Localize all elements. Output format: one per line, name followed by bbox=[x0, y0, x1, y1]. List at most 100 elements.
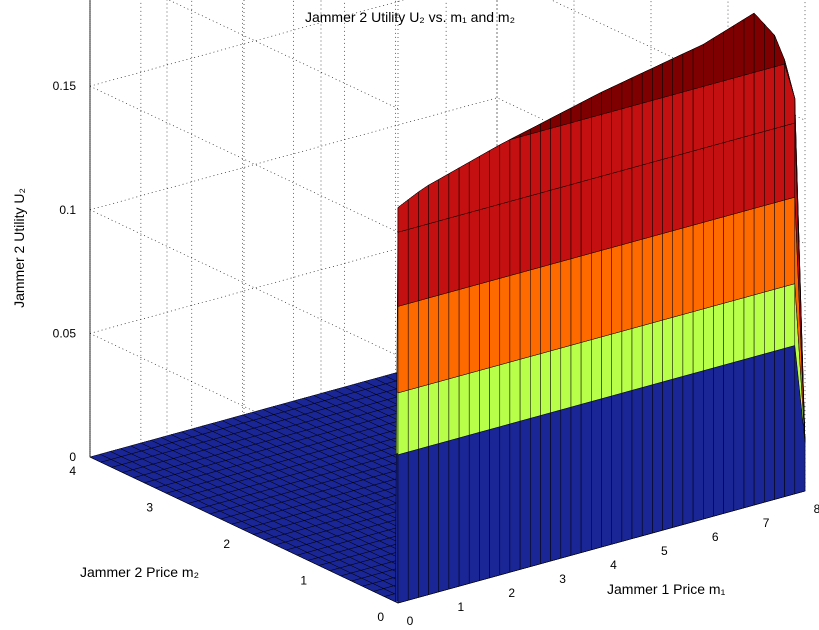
surface-cell bbox=[723, 25, 735, 82]
y-gridline bbox=[320, 0, 729, 567]
surface-cell bbox=[784, 122, 796, 201]
surface-cell bbox=[397, 451, 409, 604]
surface-cell bbox=[560, 184, 572, 262]
z-gridline bbox=[168, 0, 399, 109]
utility-surface bbox=[89, 12, 806, 604]
surface-cell bbox=[703, 37, 714, 87]
z-tick-label: 0.05 bbox=[53, 326, 77, 340]
surface-cell bbox=[519, 418, 531, 570]
surface-cell bbox=[692, 370, 704, 523]
surface-cell bbox=[448, 437, 460, 590]
z-gridline bbox=[89, 0, 806, 121]
surface-cell bbox=[672, 314, 684, 380]
x-tick-label: 1 bbox=[458, 600, 465, 614]
surface-cell bbox=[570, 342, 582, 408]
surface-cell bbox=[540, 189, 551, 268]
surface-cell bbox=[428, 294, 439, 385]
surface-cell bbox=[601, 333, 612, 399]
chart-title: Jammer 2 Utility U₂ vs. m₁ and m₂ bbox=[305, 9, 515, 25]
surface-cell bbox=[519, 133, 531, 199]
surface-cell bbox=[774, 286, 785, 352]
surface-cell bbox=[601, 395, 612, 548]
surface-cell bbox=[672, 153, 684, 232]
surface-cell bbox=[621, 167, 633, 246]
surface-cell bbox=[397, 229, 409, 307]
surface-cell bbox=[764, 350, 775, 503]
surface-cell bbox=[672, 53, 684, 96]
z-tick-label: 0 bbox=[69, 450, 76, 464]
surface-cell bbox=[479, 429, 490, 581]
surface-cell bbox=[438, 217, 450, 296]
surface-cell bbox=[713, 80, 724, 146]
surface-cell bbox=[509, 198, 521, 276]
surface-cell bbox=[631, 164, 643, 243]
surface-cell bbox=[611, 170, 623, 248]
surface-cell bbox=[652, 63, 663, 101]
surface-cell bbox=[733, 210, 745, 301]
surface-cell bbox=[784, 59, 796, 99]
x-tick-label: 7 bbox=[763, 516, 770, 530]
surface-cell bbox=[407, 226, 419, 304]
surface-cell bbox=[468, 432, 480, 584]
surface-cell bbox=[580, 339, 592, 405]
surface-cell bbox=[692, 222, 704, 312]
surface-cell bbox=[631, 72, 643, 107]
surface-cell bbox=[591, 114, 602, 180]
surface-cell bbox=[428, 443, 439, 595]
surface-cell bbox=[489, 364, 501, 430]
surface-cell bbox=[407, 387, 419, 453]
surface-cell bbox=[509, 136, 521, 202]
surface-cell bbox=[652, 319, 663, 385]
surface-cell bbox=[540, 128, 551, 194]
surface-cell bbox=[703, 83, 714, 149]
surface-cell bbox=[479, 206, 490, 285]
surface-cell bbox=[509, 359, 521, 425]
surface-cell bbox=[652, 381, 663, 534]
surface-cell bbox=[580, 97, 592, 121]
z-axis-label: Jammer 2 Utility U₂ bbox=[11, 188, 27, 308]
surface-cell bbox=[743, 72, 755, 138]
surface-cell bbox=[764, 202, 775, 293]
surface-cell bbox=[692, 308, 704, 374]
surface-cell bbox=[407, 191, 419, 230]
surface-cell bbox=[631, 238, 643, 329]
surface-cell bbox=[479, 150, 490, 211]
surface-cell bbox=[499, 423, 511, 576]
surface-cell bbox=[540, 412, 551, 565]
surface-cell bbox=[489, 278, 501, 368]
surface-cell bbox=[631, 387, 643, 539]
surface-cell bbox=[743, 133, 755, 212]
surface-cell bbox=[703, 367, 714, 520]
surface-cell bbox=[499, 201, 511, 279]
surface-cell bbox=[794, 98, 806, 442]
surface-cell bbox=[733, 297, 745, 363]
surface-cell bbox=[621, 105, 633, 171]
surface-cell bbox=[519, 356, 531, 422]
surface-cell bbox=[733, 136, 745, 215]
surface-cell bbox=[519, 269, 531, 360]
surface-cell bbox=[560, 406, 572, 559]
surface-cell bbox=[672, 91, 684, 157]
surface-cell bbox=[601, 247, 612, 338]
surface-cell bbox=[621, 241, 633, 332]
surface-cell bbox=[713, 31, 724, 84]
surface-cell bbox=[723, 139, 735, 218]
surface-cell bbox=[692, 86, 704, 152]
surface-cell bbox=[438, 378, 450, 444]
surface-cell bbox=[448, 375, 460, 441]
surface-cell bbox=[550, 125, 562, 191]
surface-cell bbox=[652, 233, 663, 324]
x-axis-label: Jammer 1 Price m₁ bbox=[607, 581, 726, 597]
surface-cell bbox=[753, 131, 765, 209]
surface-cell bbox=[570, 404, 582, 556]
surface-cell bbox=[418, 184, 429, 227]
x-tick-label: 3 bbox=[559, 572, 566, 586]
surface-cell bbox=[621, 328, 633, 394]
z-gridline bbox=[89, 97, 806, 245]
surface-cell bbox=[407, 300, 419, 391]
surface-cell bbox=[428, 381, 439, 447]
y-tick-label: 3 bbox=[146, 501, 153, 515]
surface-cell bbox=[743, 294, 755, 360]
surface-cell bbox=[692, 44, 704, 90]
